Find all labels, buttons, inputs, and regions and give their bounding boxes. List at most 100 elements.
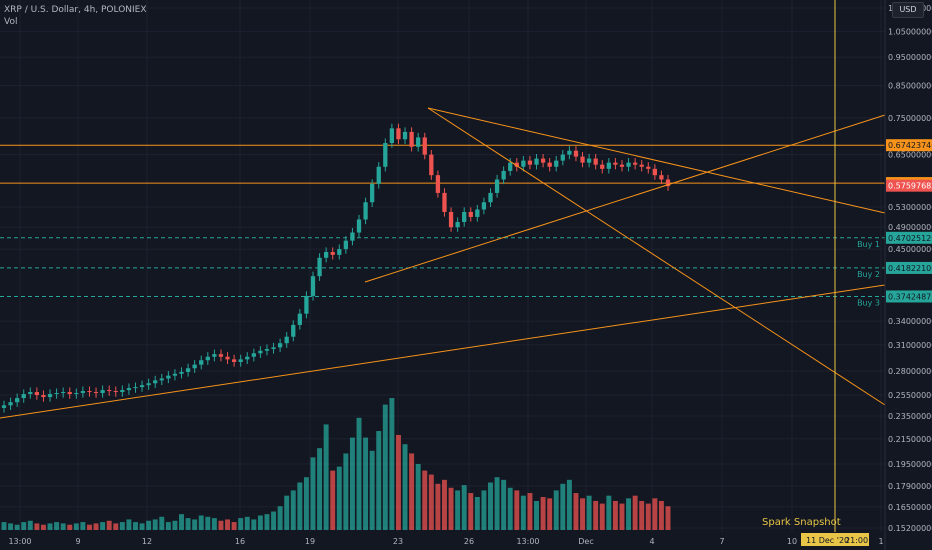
price-label: 0.67423746 xyxy=(888,141,932,150)
volume-bar xyxy=(461,485,467,530)
candle-body xyxy=(567,150,572,155)
volume-bar xyxy=(442,479,447,530)
candle-body xyxy=(34,392,40,396)
candle-body xyxy=(212,354,217,357)
volume-bar xyxy=(369,450,375,530)
candle-body xyxy=(192,364,197,369)
volume-bar xyxy=(330,470,336,530)
volume-bar xyxy=(645,503,651,530)
currency-button[interactable]: USD xyxy=(892,2,924,18)
candle-body xyxy=(245,356,250,360)
price-tick-label: 0.75000000 xyxy=(888,114,932,123)
volume-bar xyxy=(468,493,474,530)
time-tick-label: 26 xyxy=(464,537,474,546)
trend-line[interactable] xyxy=(427,107,886,406)
date-marker-label: 11 Dec '20 xyxy=(806,536,849,545)
volume-bar xyxy=(580,498,585,530)
volume-bar xyxy=(310,457,316,530)
volume-bar xyxy=(80,522,86,530)
trend-line[interactable] xyxy=(364,114,886,283)
candle-body xyxy=(15,398,20,403)
candle-body xyxy=(317,257,322,277)
volume-bar xyxy=(349,437,355,530)
candle-body xyxy=(251,353,256,357)
candle-body xyxy=(337,249,342,255)
price-tick-label: 0.28000000 xyxy=(888,367,932,376)
candle-body xyxy=(468,211,473,217)
candle-body xyxy=(179,371,184,374)
date-marker-box xyxy=(801,533,869,546)
candle-body xyxy=(665,179,671,187)
trend-line[interactable] xyxy=(427,107,886,214)
volume-bar xyxy=(251,519,257,530)
volume-bar xyxy=(159,516,165,530)
candle-body xyxy=(462,211,467,223)
candle-body xyxy=(632,162,638,165)
price-tick-label: 0.15200000 xyxy=(888,524,932,533)
candle-body xyxy=(383,143,388,167)
volume-bar xyxy=(336,466,342,530)
horizontal-levels xyxy=(0,144,885,297)
volume-bar xyxy=(606,495,612,530)
candle-body xyxy=(8,402,13,406)
candle-body xyxy=(639,164,644,167)
time-axis[interactable]: 13:00 9 12 16 19 23 26 13:00 Dec 4 7 10 1 xyxy=(8,537,883,546)
volume-bar xyxy=(593,500,599,530)
price-label: 0.41822106 xyxy=(888,264,932,273)
price-axis[interactable]: 1.150000001.050000000.950000000.85000000… xyxy=(884,0,932,550)
volume-bar xyxy=(547,498,553,530)
volume-bar xyxy=(264,514,270,530)
price-label: 0.37424873 xyxy=(888,292,932,301)
candle-body xyxy=(258,350,263,354)
candle-body xyxy=(652,168,657,176)
candle-body xyxy=(238,359,243,363)
volume-bar xyxy=(455,490,461,530)
candle-body xyxy=(205,356,210,361)
price-tick-label: 0.19500000 xyxy=(888,460,932,469)
volume-bar xyxy=(323,424,329,530)
price-tick-label: 0.49000000 xyxy=(888,223,932,232)
volume-bar xyxy=(257,515,263,530)
candle-body xyxy=(54,393,59,395)
volume-bar xyxy=(507,487,513,530)
volume-bar xyxy=(395,434,401,530)
volume-bar xyxy=(139,523,145,530)
candle-body xyxy=(74,393,79,395)
candle-body xyxy=(146,383,151,386)
price-tick-label: 0.34000000 xyxy=(888,317,932,326)
volume-bar xyxy=(448,487,454,530)
volume-bar xyxy=(192,519,198,530)
volume-bar xyxy=(376,431,382,530)
candle-body xyxy=(133,387,138,389)
price-label: 0.47025126 xyxy=(888,234,932,243)
price-tick-label: 0.16500000 xyxy=(888,503,932,512)
candle-body xyxy=(409,131,414,147)
candle-body xyxy=(501,170,506,180)
price-tick-label: 0.65000000 xyxy=(888,151,932,160)
candle-body xyxy=(87,391,92,393)
candle-body xyxy=(416,137,421,147)
candle-body xyxy=(659,175,664,180)
volume-bar xyxy=(73,523,79,530)
volume-bar xyxy=(100,522,106,530)
volume-bar xyxy=(632,495,638,530)
volume-bar xyxy=(60,523,66,530)
volume-bar xyxy=(494,477,500,530)
candle-body xyxy=(356,219,362,233)
symbol-title[interactable]: XRP / U.S. Dollar, 4h, POLONIEX xyxy=(4,5,147,15)
volume-indicator-label[interactable]: Vol xyxy=(4,17,18,27)
price-tick-label: 1.05000000 xyxy=(888,27,932,36)
snapshot-watermark: Spark Snapshot xyxy=(762,517,841,528)
price-tick-label: 0.17900000 xyxy=(888,482,932,491)
trend-line[interactable] xyxy=(0,284,886,419)
candle-body xyxy=(540,158,546,163)
candle-body xyxy=(113,391,118,393)
candle-body xyxy=(67,392,72,395)
price-label-box xyxy=(886,290,932,303)
time-tick-label: 19 xyxy=(305,537,315,546)
volume-bar xyxy=(343,453,349,530)
candle-body xyxy=(389,128,395,144)
volume-bar xyxy=(54,522,60,530)
volume-bar xyxy=(152,519,158,530)
